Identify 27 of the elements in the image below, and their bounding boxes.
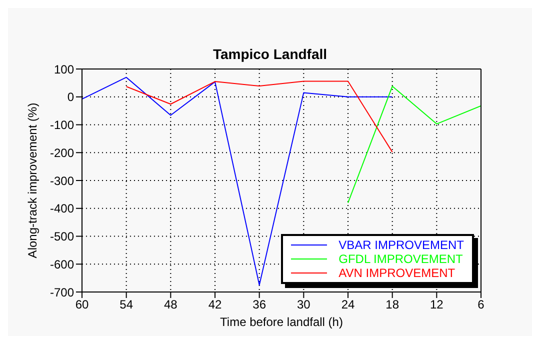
y-tick-label: -700	[50, 285, 74, 300]
y-tick-label: -400	[50, 202, 74, 216]
x-tick-label: 18	[386, 298, 400, 312]
line-series	[348, 86, 481, 204]
y-axis-title: Along-track improvement (%)	[25, 102, 40, 258]
x-tick-label: 6	[478, 298, 485, 312]
y-tick-label: 100	[54, 62, 74, 76]
y-tick-label: -600	[50, 257, 74, 272]
y-tick-label: -100	[50, 118, 74, 132]
x-tick-label: 30	[296, 298, 311, 312]
x-tick-label: 42	[208, 298, 222, 312]
line-series	[126, 80, 393, 153]
x-tick-label: 54	[120, 298, 134, 312]
x-axis-title: Time before landfall (h)	[220, 315, 343, 329]
legend-label: GFDL IMPROVEMENT	[338, 252, 463, 266]
y-tick-label: -500	[50, 230, 74, 244]
x-tick-label: 24	[341, 298, 355, 312]
legend-label: AVN IMPROVEMENT	[338, 266, 456, 280]
x-tick-label: 60	[75, 298, 89, 312]
chart-title: Tampico Landfall	[212, 46, 328, 62]
y-tick-label: 0	[67, 90, 74, 104]
x-tick-label: 36	[252, 298, 266, 312]
y-tick-label: -200	[50, 146, 74, 160]
x-tick-label: 12	[430, 298, 444, 312]
y-tick-label: -300	[50, 174, 74, 188]
x-tick-label: 48	[164, 298, 178, 312]
legend-label: VBAR IMPROVEMENT	[338, 238, 464, 252]
